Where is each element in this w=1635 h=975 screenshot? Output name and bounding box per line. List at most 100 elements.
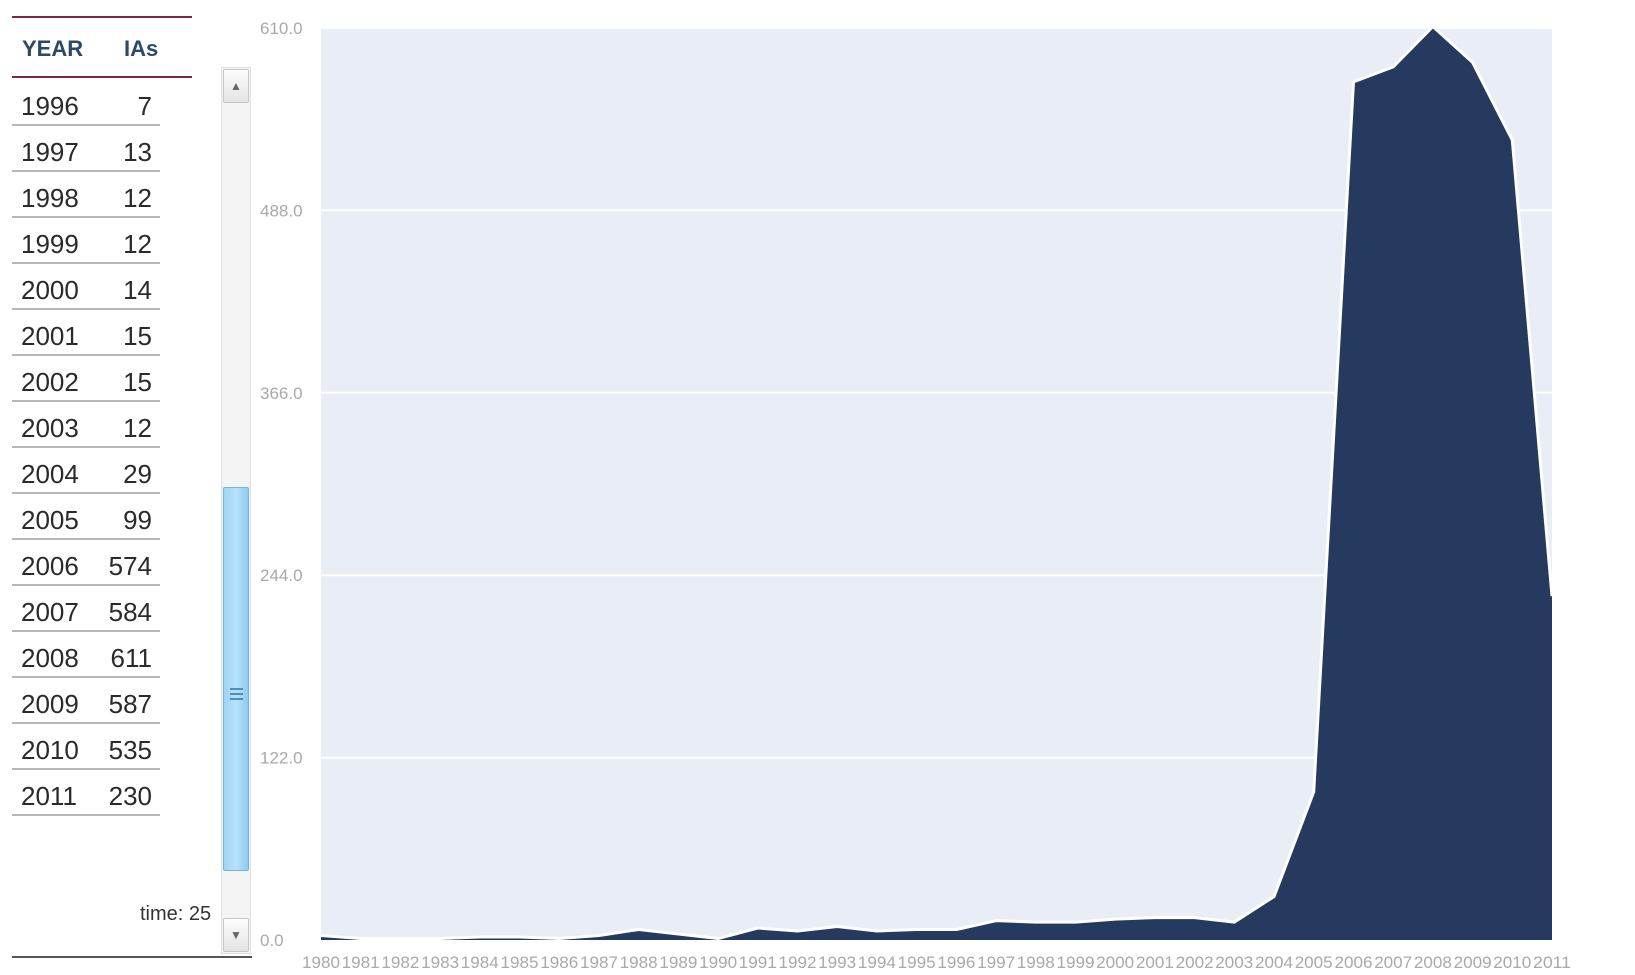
year-cell: 2005: [21, 505, 79, 535]
y-tick-label: 0.0: [260, 931, 284, 950]
x-tick-label: 1998: [1017, 953, 1055, 972]
x-tick-label: 1987: [580, 953, 618, 972]
ias-column-header[interactable]: IAs: [124, 36, 159, 61]
ias-cell: 584: [108, 597, 152, 627]
x-tick-label: 2001: [1136, 953, 1174, 972]
arrow-up-icon: ▲: [230, 79, 242, 93]
x-tick-label: 1980: [302, 953, 340, 972]
x-tick-label: 2008: [1414, 953, 1452, 972]
area-series: [321, 26, 1552, 940]
x-tick-label: 1984: [461, 953, 499, 972]
y-tick-label: 244.0: [260, 566, 303, 585]
x-tick-label: 2004: [1255, 953, 1293, 972]
year-cell: 2011: [21, 781, 77, 811]
ias-cell: 15: [123, 367, 152, 397]
x-tick-label: 1983: [421, 953, 459, 972]
table-row: 2008 611: [12, 632, 160, 678]
table-bottom-rule: [12, 956, 252, 958]
table-row: 1999 12: [12, 218, 160, 264]
x-tick-label: 1991: [739, 953, 777, 972]
table-row: 1996 7: [12, 80, 160, 126]
ias-cell: 12: [123, 413, 152, 443]
table-body: 1996 7 1997 13 1998 12 1999 12 2000 14 2001 15 2002 1…: [12, 80, 160, 816]
year-cell: 2002: [21, 367, 79, 397]
table-row: 1997 13: [12, 126, 160, 172]
table-row: 2004 29: [12, 448, 160, 494]
year-cell: 2010: [21, 735, 79, 765]
table-row: 2002 15: [12, 356, 160, 402]
table-row: 1998 12: [12, 172, 160, 218]
x-tick-label: 2005: [1295, 953, 1333, 972]
y-tick-label: 488.0: [260, 201, 303, 220]
ias-cell: 29: [123, 459, 152, 489]
x-tick-label: 2011: [1533, 953, 1571, 972]
time-label: time: 25: [140, 903, 212, 925]
ias-cell: 99: [123, 505, 152, 535]
ias-cell: 15: [123, 321, 152, 351]
x-tick-label: 2003: [1215, 953, 1253, 972]
ias-cell: 13: [123, 137, 152, 167]
table-row: 2003 12: [12, 402, 160, 448]
x-tick-label: 1982: [381, 953, 419, 972]
year-column-header[interactable]: YEAR: [22, 36, 84, 61]
table-scrollbar[interactable]: ▲ ▼: [221, 67, 251, 954]
year-cell: 2009: [21, 689, 79, 719]
year-cell: 2006: [21, 551, 79, 581]
x-tick-label: 1992: [779, 953, 817, 972]
x-tick-label: 1993: [818, 953, 856, 972]
y-tick-label: 610.0: [260, 19, 303, 38]
ias-cell: 611: [110, 643, 152, 673]
x-tick-label: 1996: [937, 953, 975, 972]
ias-cell: 12: [123, 229, 152, 259]
table-row: 2007 584: [12, 586, 160, 632]
series-line: [320, 25, 1554, 940]
year-cell: 1999: [21, 229, 79, 259]
year-cell: 2007: [21, 597, 79, 627]
y-tick-label: 122.0: [260, 749, 303, 768]
x-tick-label: 2006: [1335, 953, 1373, 972]
ias-cell: 587: [108, 689, 152, 719]
scroll-down-button[interactable]: ▼: [223, 918, 249, 952]
year-cell: 2000: [21, 275, 79, 305]
x-tick-label: 1990: [699, 953, 737, 972]
x-tick-label: 1995: [898, 953, 936, 972]
year-cell: 1996: [21, 91, 79, 121]
year-cell: 1997: [21, 137, 79, 167]
scroll-up-button[interactable]: ▲: [223, 69, 249, 103]
table-row: 2006 574: [12, 540, 160, 586]
x-tick-label: 1986: [540, 953, 578, 972]
x-tick-label: 1999: [1057, 953, 1095, 972]
table-top-rule: [12, 16, 192, 18]
x-tick-label: 1997: [977, 953, 1015, 972]
x-tick-label: 1994: [858, 953, 896, 972]
arrow-down-icon: ▼: [230, 928, 242, 942]
year-cell: 2008: [21, 643, 79, 673]
x-tick-label: 2007: [1374, 953, 1412, 972]
chart-svg: 0.0 122.0 244.0 366.0 488.0 610.0 1980 1981 1982…: [260, 19, 1571, 972]
ias-cell: 14: [123, 275, 152, 305]
table-row: 2000 14: [12, 264, 160, 310]
year-cell: 2004: [21, 459, 79, 489]
x-tick-label: 2010: [1493, 953, 1531, 972]
ias-cell: 574: [108, 551, 152, 581]
x-tick-label: 1988: [620, 953, 658, 972]
ias-cell: 12: [123, 183, 152, 213]
x-tick-label: 2000: [1096, 953, 1134, 972]
x-tick-label: 1981: [342, 953, 380, 972]
year-cell: 2001: [21, 321, 79, 351]
scroll-thumb[interactable]: [223, 486, 249, 871]
y-tick-label: 366.0: [260, 384, 303, 403]
grip-icon: [230, 687, 243, 702]
x-tick-label: 2002: [1176, 953, 1214, 972]
x-tick-label: 1989: [659, 953, 697, 972]
table-row: 2005 99: [12, 494, 160, 540]
ias-cell: 535: [108, 735, 152, 765]
table-row: 2011 230: [12, 770, 160, 816]
table-row: 2010 535: [12, 724, 160, 770]
ias-cell: 230: [108, 781, 152, 811]
table-header: YEAR IAs: [12, 26, 192, 78]
year-cell: 2003: [21, 413, 79, 443]
table-row: 2001 15: [12, 310, 160, 356]
table-row: 2009 587: [12, 678, 160, 724]
x-tick-label: 2009: [1454, 953, 1492, 972]
